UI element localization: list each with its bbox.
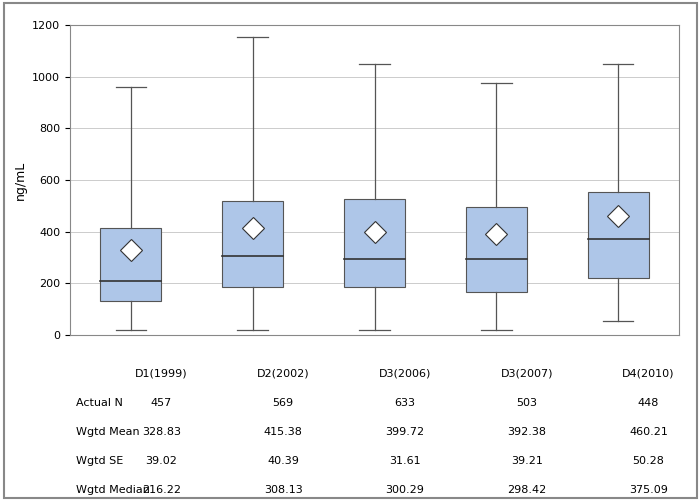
Text: 39.02: 39.02 [146,456,177,466]
Text: 633: 633 [395,398,416,407]
Text: D3(2006): D3(2006) [379,368,431,378]
Text: 569: 569 [272,398,294,407]
Text: D1(1999): D1(1999) [135,368,188,378]
Text: 298.42: 298.42 [507,486,547,496]
FancyBboxPatch shape [588,192,649,278]
Text: Wgtd Mean: Wgtd Mean [76,427,140,437]
Text: D3(2007): D3(2007) [500,368,553,378]
Text: 328.83: 328.83 [142,427,181,437]
FancyBboxPatch shape [344,200,405,287]
Text: 50.28: 50.28 [633,456,664,466]
Text: 40.39: 40.39 [267,456,299,466]
Text: 503: 503 [517,398,538,407]
Text: 375.09: 375.09 [629,486,668,496]
Y-axis label: ng/mL: ng/mL [13,160,27,200]
Text: 392.38: 392.38 [508,427,546,437]
Text: 308.13: 308.13 [264,486,302,496]
FancyBboxPatch shape [223,200,283,287]
Text: 216.22: 216.22 [142,486,181,496]
Text: 300.29: 300.29 [386,486,424,496]
Text: Actual N: Actual N [76,398,123,407]
FancyBboxPatch shape [101,228,161,302]
Text: Wgtd SE: Wgtd SE [76,456,123,466]
Text: 39.21: 39.21 [511,456,542,466]
Text: D2(2002): D2(2002) [257,368,309,378]
Text: 457: 457 [150,398,172,407]
Text: 399.72: 399.72 [386,427,424,437]
FancyBboxPatch shape [466,207,527,292]
Text: 448: 448 [638,398,659,407]
Text: D4(2010): D4(2010) [622,368,675,378]
Text: 415.38: 415.38 [264,427,302,437]
Text: Wgtd Median: Wgtd Median [76,486,150,496]
Text: 31.61: 31.61 [389,456,421,466]
Text: 460.21: 460.21 [629,427,668,437]
